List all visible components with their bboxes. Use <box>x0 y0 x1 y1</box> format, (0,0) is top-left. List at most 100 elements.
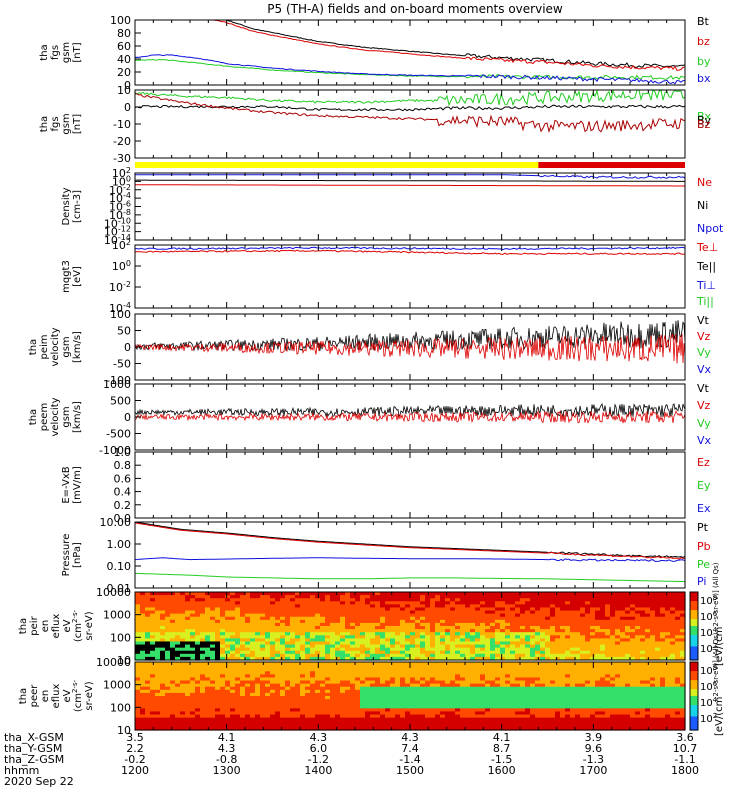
spectrogram-cell <box>195 644 201 649</box>
spectrogram-cell <box>235 656 241 661</box>
spectrogram-cell <box>435 708 441 713</box>
spectrogram-cell <box>595 601 601 605</box>
spectrogram-cell <box>260 680 266 685</box>
spectrogram-cell <box>410 656 416 661</box>
spectrogram-cell <box>440 702 446 706</box>
spectrogram-cell <box>450 714 456 719</box>
spectrogram-cell <box>645 616 651 621</box>
spectrogram-cell <box>220 604 226 609</box>
spectrogram-cell <box>235 686 241 691</box>
spectrogram-cell <box>555 613 561 618</box>
spectrogram-cell <box>625 616 631 621</box>
spectrogram-cell <box>350 671 356 675</box>
spectrogram-cell <box>215 696 221 700</box>
spectrogram-cell <box>535 598 541 602</box>
spectrogram-cell <box>150 598 156 602</box>
spectrogram-cell <box>565 622 571 627</box>
spectrogram-cell <box>455 699 461 703</box>
spectrogram-cell <box>320 686 326 691</box>
spectrogram-cell <box>430 677 436 682</box>
spectrogram-cell <box>140 717 146 722</box>
spectrogram-cell <box>655 610 661 615</box>
spectrogram-cell <box>510 626 516 630</box>
spectrogram-cell <box>505 696 511 700</box>
spectrogram-cell <box>395 626 401 630</box>
spectrogram-cell <box>175 613 181 618</box>
spectrogram-cell <box>390 702 396 706</box>
spectrogram-cell <box>520 650 526 655</box>
spectrogram-cell <box>340 677 346 682</box>
spectrogram-cell <box>335 665 341 669</box>
spectrogram-cell <box>315 622 321 627</box>
spectrogram-cell <box>520 601 526 605</box>
spectrogram-cell <box>610 607 616 612</box>
spectrogram-cell <box>305 720 311 725</box>
spectrogram-cell <box>135 622 141 627</box>
spectrogram-cell <box>240 692 246 697</box>
spectrogram-cell <box>170 641 176 646</box>
spectrogram-cell <box>375 705 381 709</box>
spectrogram-cell <box>240 711 246 716</box>
spectrogram-cell <box>300 638 306 643</box>
spectrogram-cell <box>560 626 566 630</box>
spectrogram-cell <box>600 616 606 621</box>
spectrogram-cell <box>335 702 341 706</box>
spectrogram-cell <box>195 726 201 731</box>
spectrogram-cell <box>410 726 416 731</box>
spectrogram-cell <box>285 680 291 685</box>
spectrogram-cell <box>305 601 311 605</box>
spectrogram-cell <box>245 702 251 706</box>
spectrogram-cell <box>320 629 326 633</box>
spectrogram-cell <box>215 692 221 697</box>
spectrogram-cell <box>200 686 206 691</box>
spectrogram-cell <box>470 638 476 643</box>
spectrogram-cell <box>530 674 536 679</box>
spectrogram-cell <box>325 592 331 596</box>
spectrogram-cell <box>210 622 216 627</box>
spectrogram-cell <box>355 650 361 655</box>
spectrogram-cell <box>200 726 206 731</box>
spectrogram-cell <box>460 677 466 682</box>
spectrogram-cell <box>465 647 471 652</box>
spectrogram-cell <box>340 671 346 675</box>
y-axis-label: peim <box>39 334 50 359</box>
spectrogram-cell <box>475 699 481 703</box>
spectrogram-cell <box>395 632 401 636</box>
spectrogram-cell <box>660 601 666 605</box>
spectrogram-cell <box>385 619 391 624</box>
spectrogram-cell <box>230 668 236 672</box>
spectrogram-cell <box>305 689 311 694</box>
spectrogram-cell <box>385 613 391 618</box>
spectrogram-cell <box>360 689 366 694</box>
spectrogram-cell <box>370 674 376 679</box>
spectrogram-cell <box>575 592 581 596</box>
spectrogram-cell <box>385 677 391 682</box>
spectrogram-cell <box>470 686 476 691</box>
spectrogram-cell <box>350 653 356 658</box>
spectrogram-cell <box>160 683 166 688</box>
spectrogram-cell <box>335 699 341 703</box>
spectrogram-cell <box>590 607 596 612</box>
spectrogram-cell <box>230 677 236 682</box>
spectrogram-cell <box>500 598 506 602</box>
spectrogram-cell <box>420 607 426 612</box>
spectrogram-cell <box>485 635 491 639</box>
spectrogram-cell <box>165 662 171 666</box>
spectrogram-cell <box>645 626 651 630</box>
panel-frame <box>134 451 686 519</box>
spectrogram-cell <box>355 607 361 612</box>
spectrogram-cell <box>360 616 366 621</box>
spectrogram-cell <box>295 629 301 633</box>
spectrogram-cell <box>375 689 381 694</box>
spectrogram-cell <box>495 601 501 605</box>
spectrogram-cell <box>535 674 541 679</box>
spectrogram-cell <box>345 619 351 624</box>
spectrogram-cell <box>225 626 231 630</box>
spectrogram-cell <box>360 714 366 719</box>
spectrogram-cell <box>670 595 676 599</box>
spectrogram-cell <box>650 622 656 627</box>
spectrogram-cell <box>605 650 611 655</box>
spectrogram-cell <box>585 604 591 609</box>
spectrogram-cell <box>170 653 176 658</box>
spectrogram-cell <box>600 629 606 633</box>
